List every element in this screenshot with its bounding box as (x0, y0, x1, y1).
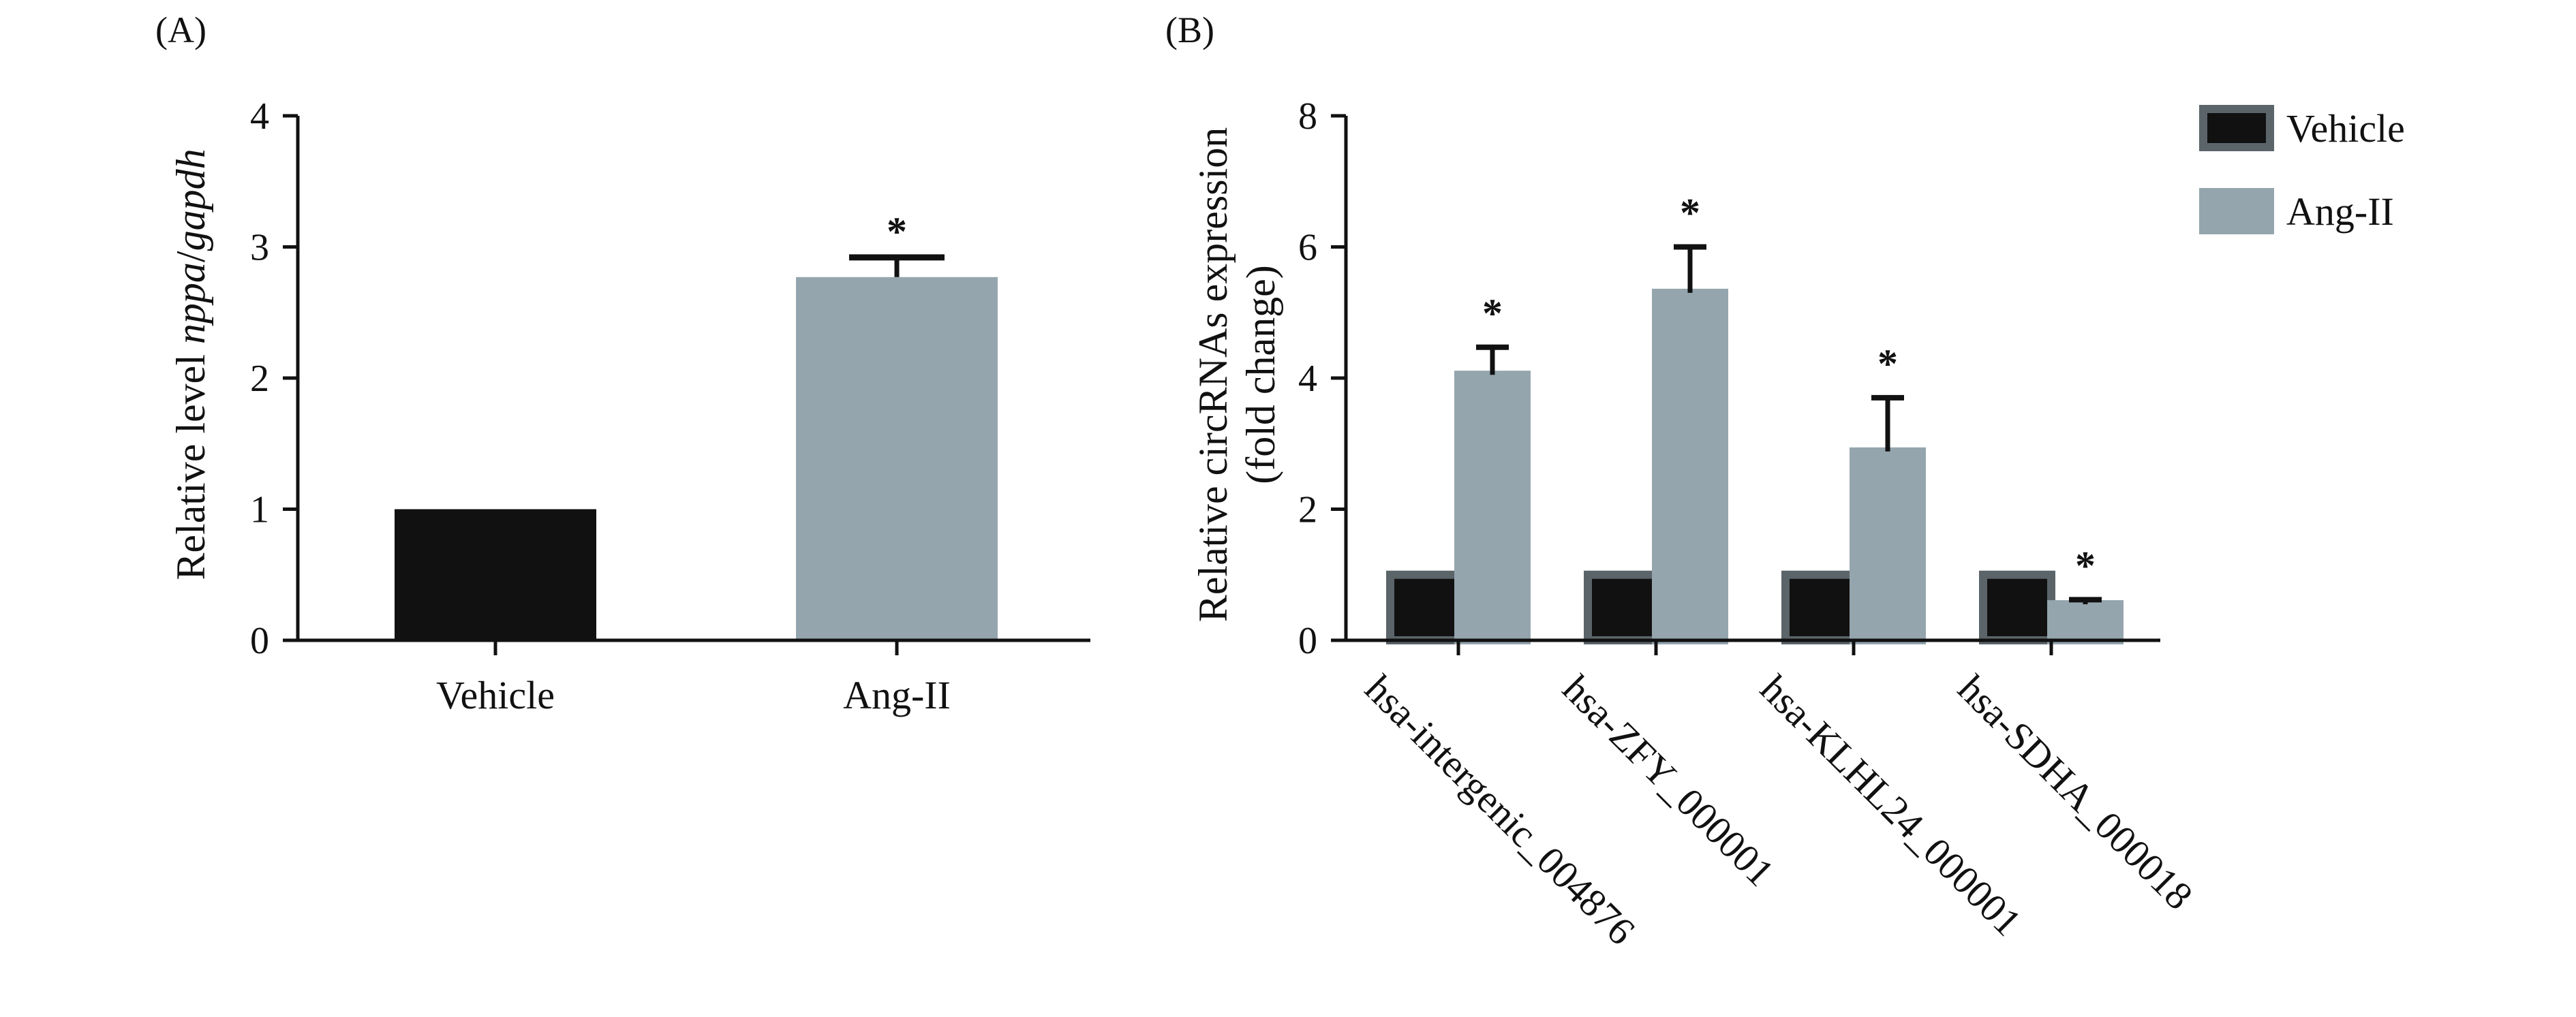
panel-a-y-axis-label: Relative level nppa/gapdh (168, 148, 213, 580)
bar-ang-ii-hsa-intergenic-004876 (1454, 371, 1531, 644)
panel-b-y-axis-label-line2: (fold change) (1238, 265, 1283, 484)
bar-vehicle-hsa-sdha-000018 (1979, 570, 2055, 644)
significance-hsa-sdha-000018: * (2075, 543, 2096, 588)
y-tick-label-3: 3 (250, 227, 269, 269)
significance-hsa-klhl24-000001: * (1877, 341, 1898, 386)
legend-swatch-vehicle (2199, 105, 2274, 151)
y-tick-label-0: 0 (1298, 620, 1317, 662)
bar-ang-ii (796, 277, 998, 640)
x-label-vehicle: Vehicle (436, 673, 555, 717)
y-tick-label-6: 6 (1298, 227, 1317, 269)
significance-hsa-intergenic-004876: * (1482, 291, 1503, 336)
y-tick-label-8: 8 (1298, 95, 1317, 138)
y-tick-label-2: 2 (250, 358, 269, 400)
panel-b-chart: (B) Relative circRNAs expression (fold c… (1165, 10, 2405, 953)
y-tick-label-2: 2 (1298, 489, 1317, 531)
legend: Vehicle Ang-II (2199, 105, 2405, 234)
legend-swatch-ang-ii (2199, 188, 2274, 234)
bar-ang-ii-hsa-zfy-000001 (1652, 288, 1728, 644)
x-label-hsa-zfy-000001: hsa-ZFY_000001 (1554, 666, 1783, 894)
panel-b-y-axis-label: Relative circRNAs expression (1191, 127, 1236, 622)
significance-hsa-zfy-000001: * (1680, 191, 1700, 236)
panel-a-label: (A) (155, 10, 206, 50)
y-tick-label-0: 0 (250, 620, 269, 662)
panel-b-label: (B) (1165, 10, 1214, 50)
y-tick-label-4: 4 (250, 95, 269, 138)
y-tick-label-1: 1 (250, 489, 269, 531)
legend-label-vehicle: Vehicle (2286, 106, 2405, 151)
bar-ang-ii-hsa-sdha-000018 (2047, 600, 2123, 644)
bar-vehicle-hsa-klhl24-000001 (1781, 570, 1858, 644)
panel-a-chart: (A) Relative level nppa/gapdh * Vehicle A… (155, 10, 1090, 717)
bar-vehicle-hsa-intergenic-004876 (1386, 570, 1462, 644)
bar-vehicle (395, 509, 596, 640)
legend-label-ang-ii: Ang-II (2286, 189, 2394, 234)
x-label-ang-ii: Ang-II (843, 673, 951, 717)
bar-vehicle-hsa-zfy-000001 (1584, 570, 1660, 644)
bar-ang-ii-hsa-klhl24-000001 (1850, 447, 1926, 644)
significance-ang-ii: * (887, 209, 907, 254)
y-tick-label-4: 4 (1298, 358, 1317, 400)
